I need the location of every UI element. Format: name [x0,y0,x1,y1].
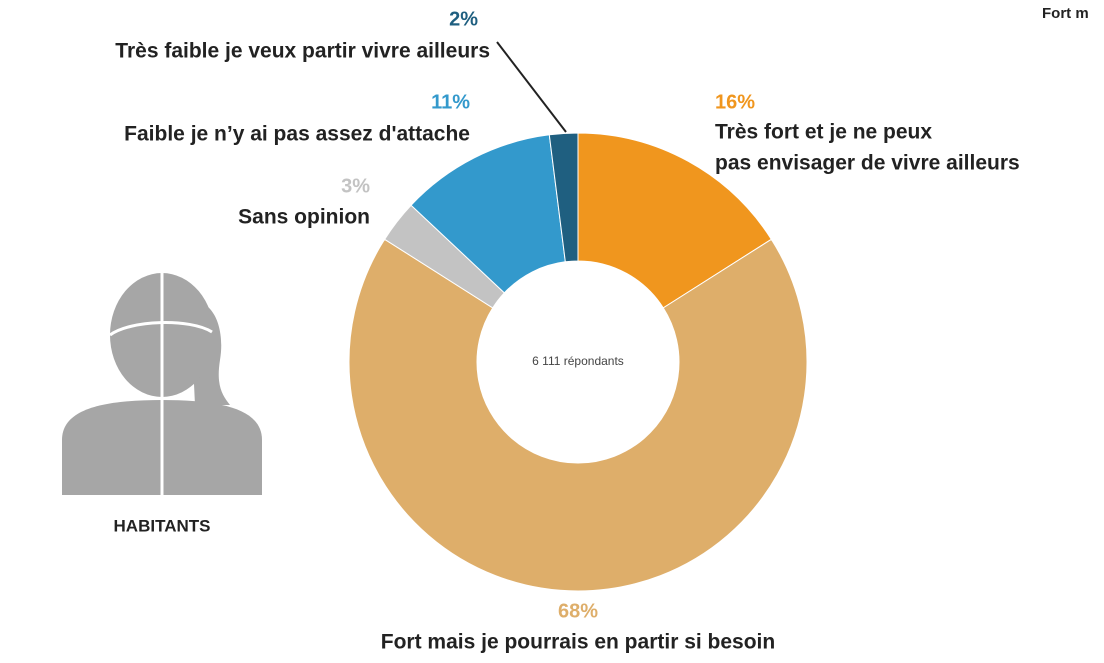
icon-line [109,321,213,337]
category-label: Faible je n’y ai pas assez d'attache [124,123,470,146]
corner-text: Fort m [1042,5,1089,22]
value-label: 68% [558,600,598,622]
slice [577,132,773,309]
category-label: Sans opinion [238,206,370,229]
group-label: HABITANTS [114,516,211,535]
category-label: Très faible je veux partir vivre ailleur… [115,40,490,63]
value-label: 16% [715,91,755,113]
slice [548,132,579,263]
value-label: 2% [449,8,478,30]
donut [348,132,808,592]
category-label: Très fort et je ne peux [715,121,932,144]
slice [348,238,808,592]
category-label: pas envisager de vivre ailleurs [715,152,1020,175]
value-label: 3% [341,175,370,197]
center-text: 6 111 répondants [532,354,624,368]
leader-line [496,41,567,133]
person-icon [62,273,262,495]
value-label: 11% [431,91,470,113]
category-label: Fort mais je pourrais en partir si besoi… [381,631,775,654]
